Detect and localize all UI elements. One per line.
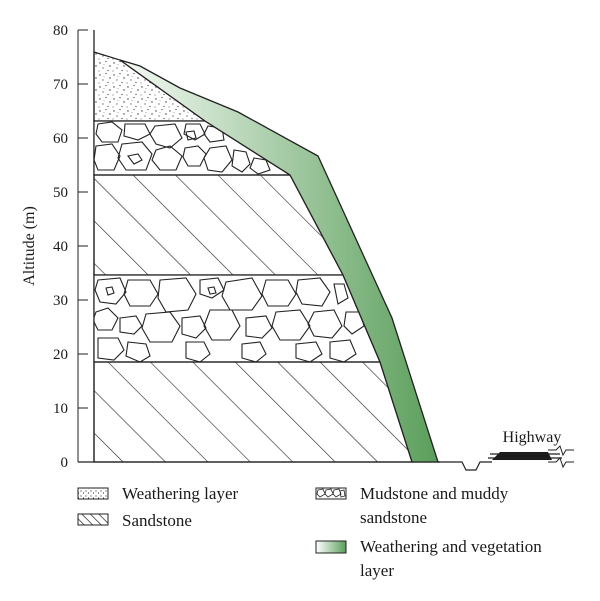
y-tick-label: 40: [53, 239, 68, 255]
legend-label-mudstone-line2: sandstone: [360, 508, 427, 527]
legend-swatch-weathering: [77, 487, 109, 500]
y-tick-label: 70: [53, 77, 68, 93]
highway: [488, 445, 574, 469]
y-tick-label: 80: [53, 23, 68, 39]
y-tick-label: 30: [53, 293, 68, 309]
y-tick-label: 10: [53, 401, 68, 417]
highway-label: Highway: [503, 429, 562, 446]
legend-label-weathering: Weathering layer: [122, 484, 238, 503]
legend-label-sandstone: Sandstone: [122, 511, 192, 530]
y-tick-labels: 0 10 20 30 40 50 60 70 80: [53, 23, 68, 471]
ground-line: [438, 461, 492, 471]
legend-swatch-vegetation: [315, 540, 347, 554]
y-tick-label: 50: [53, 185, 68, 201]
legend-label-mudstone-line1: Mudstone and muddy: [360, 484, 509, 503]
legend-label-vegetation-line2: layer: [360, 561, 394, 580]
y-tick-label: 20: [53, 347, 68, 363]
legend: Weathering layer Sandstone Mudstone and …: [77, 484, 542, 580]
mudstone-pebbles-lower: [94, 277, 365, 362]
y-tick-label: 0: [61, 455, 69, 471]
weathering-layer: [93, 51, 207, 122]
legend-label-vegetation-line1: Weathering and vegetation: [360, 537, 542, 556]
y-axis-title: Altitude (m): [21, 206, 38, 286]
y-tick-label: 60: [53, 131, 68, 147]
sandstone-layer-lower: [93, 361, 413, 463]
legend-swatch-sandstone: [77, 513, 109, 526]
y-axis-ticks: [78, 29, 88, 409]
legend-swatch-mudstone: [315, 487, 347, 500]
